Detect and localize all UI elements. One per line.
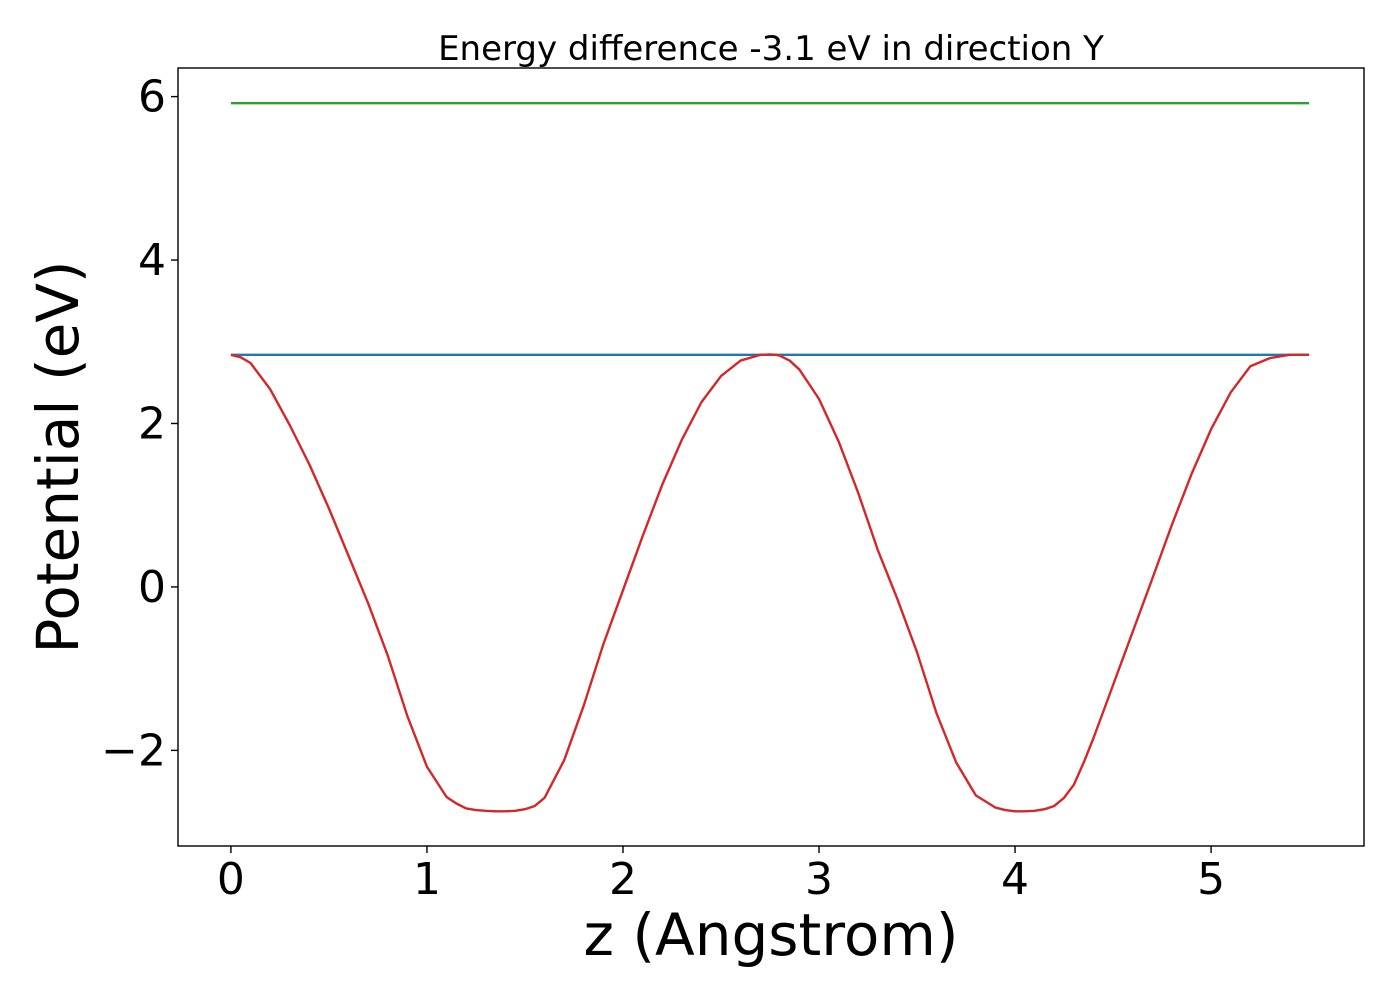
x-axis-label: z (Angstrom) (584, 901, 959, 969)
x-tick-label: 5 (1197, 854, 1225, 905)
x-tick-label: 2 (609, 854, 637, 905)
y-tick-label: 0 (138, 562, 166, 613)
y-tick-label: 6 (138, 72, 166, 123)
y-tick-label: 4 (138, 235, 166, 286)
x-tick-label: 0 (217, 854, 245, 905)
x-tick-label: 4 (1001, 854, 1029, 905)
x-tick-label: 1 (413, 854, 441, 905)
chart-title: Energy difference -3.1 eV in direction Y (438, 29, 1104, 69)
plot-frame (177, 67, 1365, 847)
series-line-2 (230, 353, 1310, 813)
x-axis-ticks: 0 1 2 3 4 5 (217, 846, 1225, 905)
series-layer (230, 101, 1310, 813)
y-axis-ticks: −2 0 2 4 6 (101, 72, 178, 776)
y-tick-label: 2 (138, 398, 166, 449)
x-tick-label: 3 (805, 854, 833, 905)
y-axis-label: Potential (eV) (24, 260, 92, 653)
y-tick-label: −2 (101, 725, 166, 776)
